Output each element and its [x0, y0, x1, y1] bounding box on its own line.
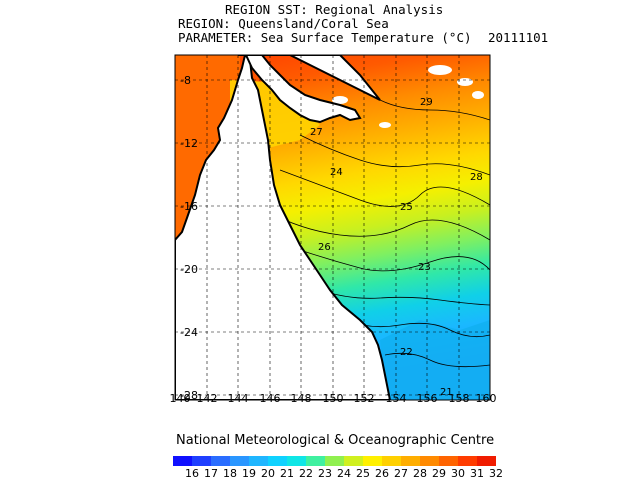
colorbar-swatch — [344, 456, 363, 466]
lon-label-152: 152 — [354, 392, 375, 405]
lat-label-20: -20 — [180, 263, 198, 276]
png-coast — [260, 55, 381, 101]
colorbar-label: 23 — [318, 467, 332, 480]
colorbar-label: 32 — [489, 467, 503, 480]
colorbar-label: 31 — [470, 467, 484, 480]
colorbar-label: 18 — [223, 467, 237, 480]
contour-label-22: 22 — [400, 347, 413, 358]
region-line: REGION: Queensland/Coral Sea — [178, 16, 389, 31]
australia-landmass — [175, 55, 392, 400]
colorbar-swatch — [306, 456, 325, 466]
credit-line: National Meteorological & Oceanographic … — [176, 433, 495, 448]
colorbar-label: 24 — [337, 467, 351, 480]
colorbar-label: 17 — [204, 467, 218, 480]
lon-label-158: 158 — [449, 392, 470, 405]
colorbar-swatch — [211, 456, 230, 466]
colorbar-swatch — [192, 456, 211, 466]
parameter-line: PARAMETER: Sea Surface Temperature (°C) — [178, 30, 472, 45]
contour-label-29: 29 — [420, 97, 433, 108]
colorbar-swatch — [401, 456, 420, 466]
lon-label-156: 156 — [417, 392, 438, 405]
lat-label-28: -28 — [180, 389, 198, 402]
graticule — [175, 55, 490, 400]
colorbar-label: 20 — [261, 467, 275, 480]
missing-data-patches — [332, 65, 484, 128]
lat-label-12: -12 — [180, 137, 198, 150]
colorbar-label: 22 — [299, 467, 313, 480]
colorbar-swatch — [325, 456, 344, 466]
lat-label-24: -24 — [180, 326, 198, 339]
colorbar-swatch — [287, 456, 306, 466]
colorbar-swatch — [249, 456, 268, 466]
lon-label-146: 146 — [260, 392, 281, 405]
gulf-warm-zone — [175, 55, 240, 240]
south-cool-zone — [380, 320, 490, 400]
cape-york — [238, 55, 362, 124]
colorbar-swatch — [268, 456, 287, 466]
contour-label-24: 24 — [330, 167, 343, 178]
lon-label-160: 160 — [476, 392, 497, 405]
colorbar-swatch — [382, 456, 401, 466]
lon-label-148: 148 — [291, 392, 312, 405]
contour-label-26: 26 — [318, 242, 331, 253]
colorbar-label: 27 — [394, 467, 408, 480]
lon-label-142: 142 — [197, 392, 218, 405]
lat-label-8: -8 — [180, 74, 191, 87]
lat-label-16: -16 — [180, 200, 198, 213]
contour-label-27: 27 — [310, 127, 323, 138]
contour-label-21: 21 — [440, 387, 453, 398]
colorbar-swatch — [230, 456, 249, 466]
colorbar-label: 21 — [280, 467, 294, 480]
colorbar-swatch — [173, 456, 192, 466]
contour-label-23: 23 — [418, 262, 431, 273]
contour-label-25: 25 — [400, 202, 413, 213]
chart-title: REGION SST: Regional Analysis — [225, 2, 444, 17]
colorbar-label: 29 — [432, 467, 446, 480]
colorbar-label: 19 — [242, 467, 256, 480]
colorbar-swatch — [363, 456, 382, 466]
colorbar-swatch — [439, 456, 458, 466]
lon-label-154: 154 — [386, 392, 407, 405]
colorbar-label: 16 — [185, 467, 199, 480]
colorbar-label: 30 — [451, 467, 465, 480]
map-frame — [174, 54, 491, 401]
contour-label-28: 28 — [470, 172, 483, 183]
colorbar-label: 26 — [375, 467, 389, 480]
colorbar-swatch — [477, 456, 496, 466]
colorbar-label: 25 — [356, 467, 370, 480]
date-label: 20111101 — [488, 30, 549, 45]
lon-label-144: 144 — [228, 392, 249, 405]
colorbar-swatch — [420, 456, 439, 466]
lon-label-150: 150 — [323, 392, 344, 405]
contour-lines — [264, 59, 490, 368]
lon-label-140: 140 — [170, 392, 191, 405]
colorbar-swatch — [458, 456, 477, 466]
colorbar-label: 28 — [413, 467, 427, 480]
